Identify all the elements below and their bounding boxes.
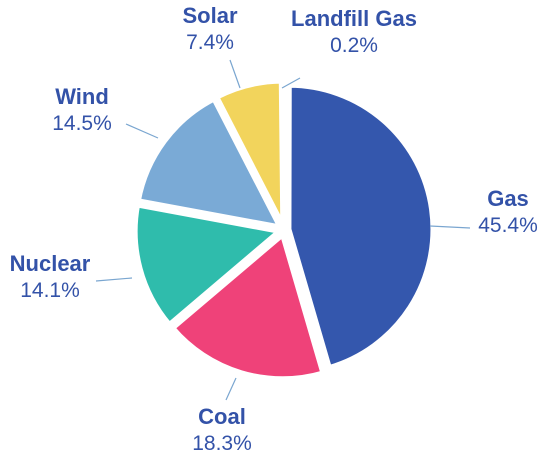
slice-value-gas: 45.4% (478, 214, 538, 237)
slice-labels: Landfill Gas 0.2% Gas 45.4% Coal 18.3% Nuclear… (10, 3, 538, 455)
slice-value-wind: 14.5% (52, 112, 112, 135)
slice-value-nuclear: 14.1% (20, 279, 80, 302)
pie-slice-wind (135, 96, 283, 230)
leader-line-nuclear (95, 277, 133, 282)
leader-line-gas (429, 225, 471, 229)
slice-value-landfill-gas: 0.2% (330, 34, 378, 57)
leader-line-coal (225, 377, 237, 401)
slice-name-gas: Gas (487, 186, 529, 211)
slice-name-wind: Wind (55, 84, 109, 109)
pie-slice-coal (170, 232, 326, 382)
pie-slice-gas (286, 82, 436, 371)
slice-name-landfill-gas: Landfill Gas (291, 6, 417, 31)
pie-slice-solar (214, 78, 286, 228)
pie-slice-nuclear (132, 202, 282, 327)
slice-name-coal: Coal (198, 404, 246, 429)
slice-name-solar: Solar (182, 3, 237, 28)
pie-slices (132, 78, 436, 382)
slice-value-coal: 18.3% (192, 432, 252, 455)
leader-line-solar (229, 59, 241, 89)
slice-value-solar: 7.4% (186, 31, 234, 54)
leader-lines (95, 59, 471, 401)
leader-line-landfill-gas (281, 77, 301, 89)
leader-line-wind (125, 123, 159, 139)
slice-name-nuclear: Nuclear (10, 251, 91, 276)
